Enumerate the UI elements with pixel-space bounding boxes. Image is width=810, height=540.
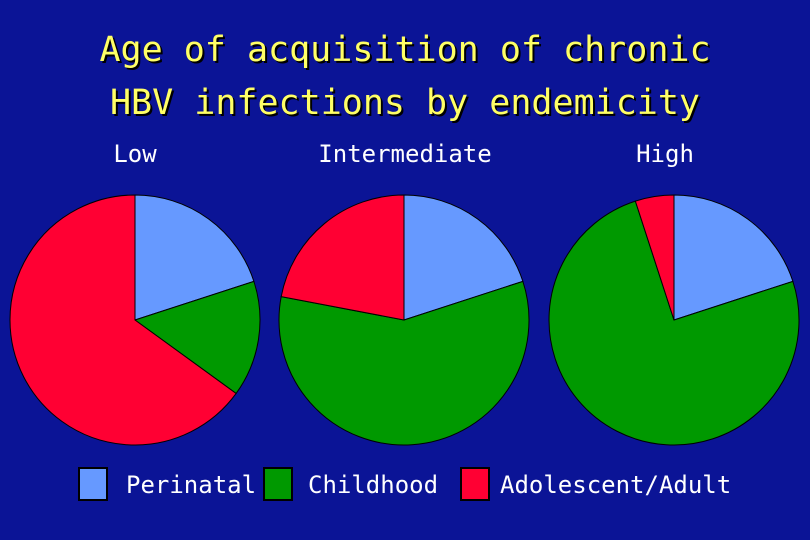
- pie-slice-high-perinatal: [673, 194, 794, 321]
- chart-title-line-1: Age of acquisition of chronic: [99, 30, 711, 70]
- pie-slice-high-childhood: [548, 200, 800, 446]
- pie-slice-high-adolescent-adult: [634, 194, 675, 321]
- pie-label-intermediate: Intermediate: [318, 140, 492, 168]
- pie-label-low: Low: [113, 140, 157, 168]
- legend-swatch-childhood: [263, 467, 293, 501]
- legend-swatch-adolescent-adult: [460, 467, 490, 501]
- pie-slice-low-perinatal: [134, 194, 255, 321]
- pie-slice-low-childhood: [133, 280, 261, 395]
- chart-title-line-2: HBV infections by endemicity: [109, 83, 700, 123]
- pie-slice-low-adolescent-adult: [9, 194, 237, 446]
- legend-label-perinatal: Perinatal: [126, 471, 257, 499]
- pie-slice-intermediate-childhood: [278, 280, 530, 446]
- legend-label-childhood: Childhood: [308, 471, 439, 499]
- pie-slice-intermediate-perinatal: [403, 194, 524, 321]
- legend-label-adolescent-adult: Adolescent/Adult: [500, 471, 732, 499]
- legend-swatch-perinatal: [78, 467, 108, 501]
- pie-label-high: High: [636, 140, 694, 168]
- pie-slice-intermediate-adolescent-adult: [280, 194, 405, 321]
